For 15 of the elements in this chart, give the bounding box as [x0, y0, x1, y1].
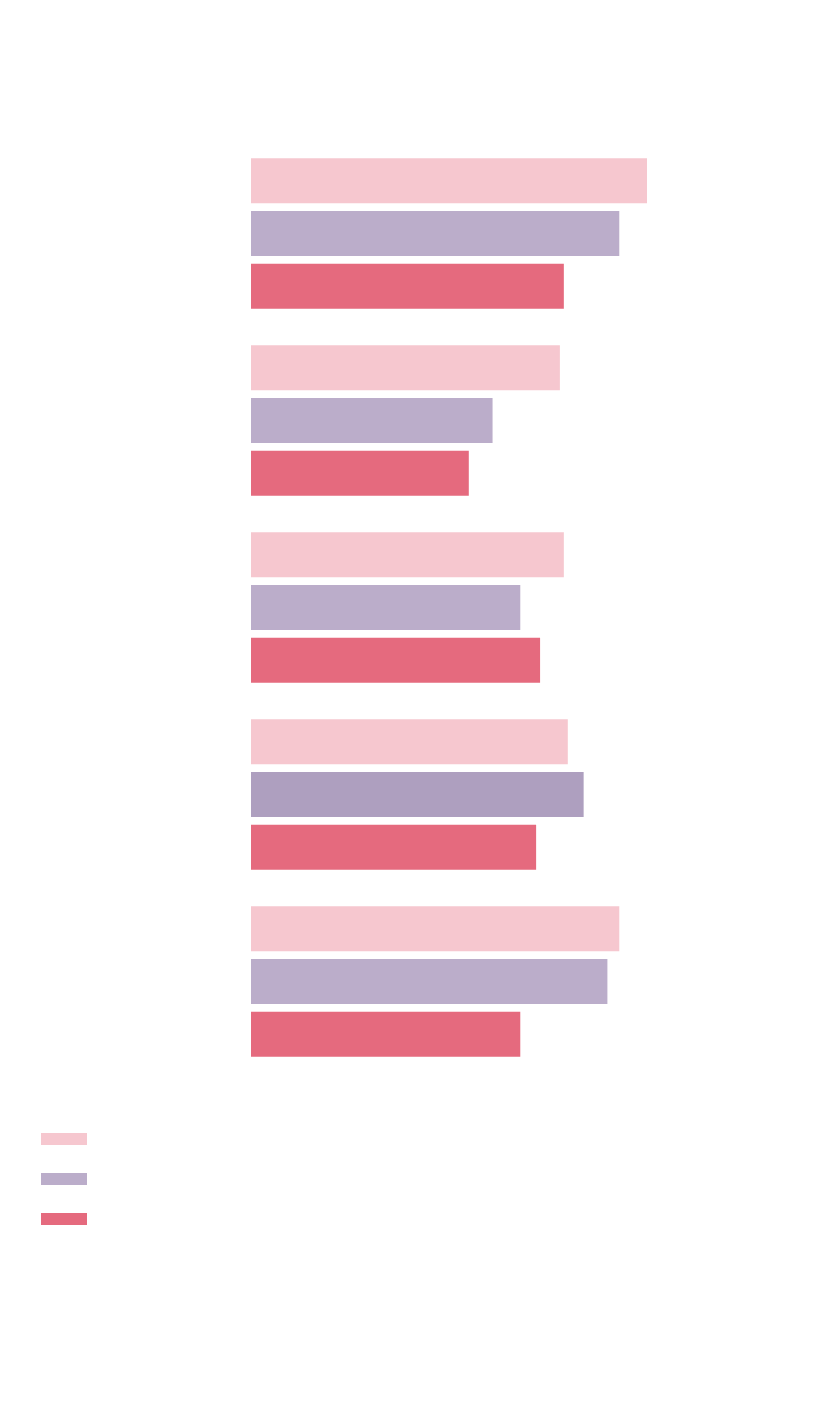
- bar: [251, 263, 564, 309]
- bar: [251, 719, 568, 765]
- bar: [251, 771, 584, 818]
- bar: [251, 532, 564, 578]
- bar: [251, 637, 541, 683]
- bar: [251, 158, 647, 204]
- bar: [251, 906, 620, 952]
- bar: [251, 584, 521, 631]
- bar: [251, 397, 493, 444]
- bar: [251, 450, 469, 496]
- bar: [251, 958, 608, 1005]
- bar: [251, 345, 560, 391]
- bar: [251, 1011, 521, 1057]
- bar: [251, 210, 620, 257]
- bar: [251, 824, 537, 870]
